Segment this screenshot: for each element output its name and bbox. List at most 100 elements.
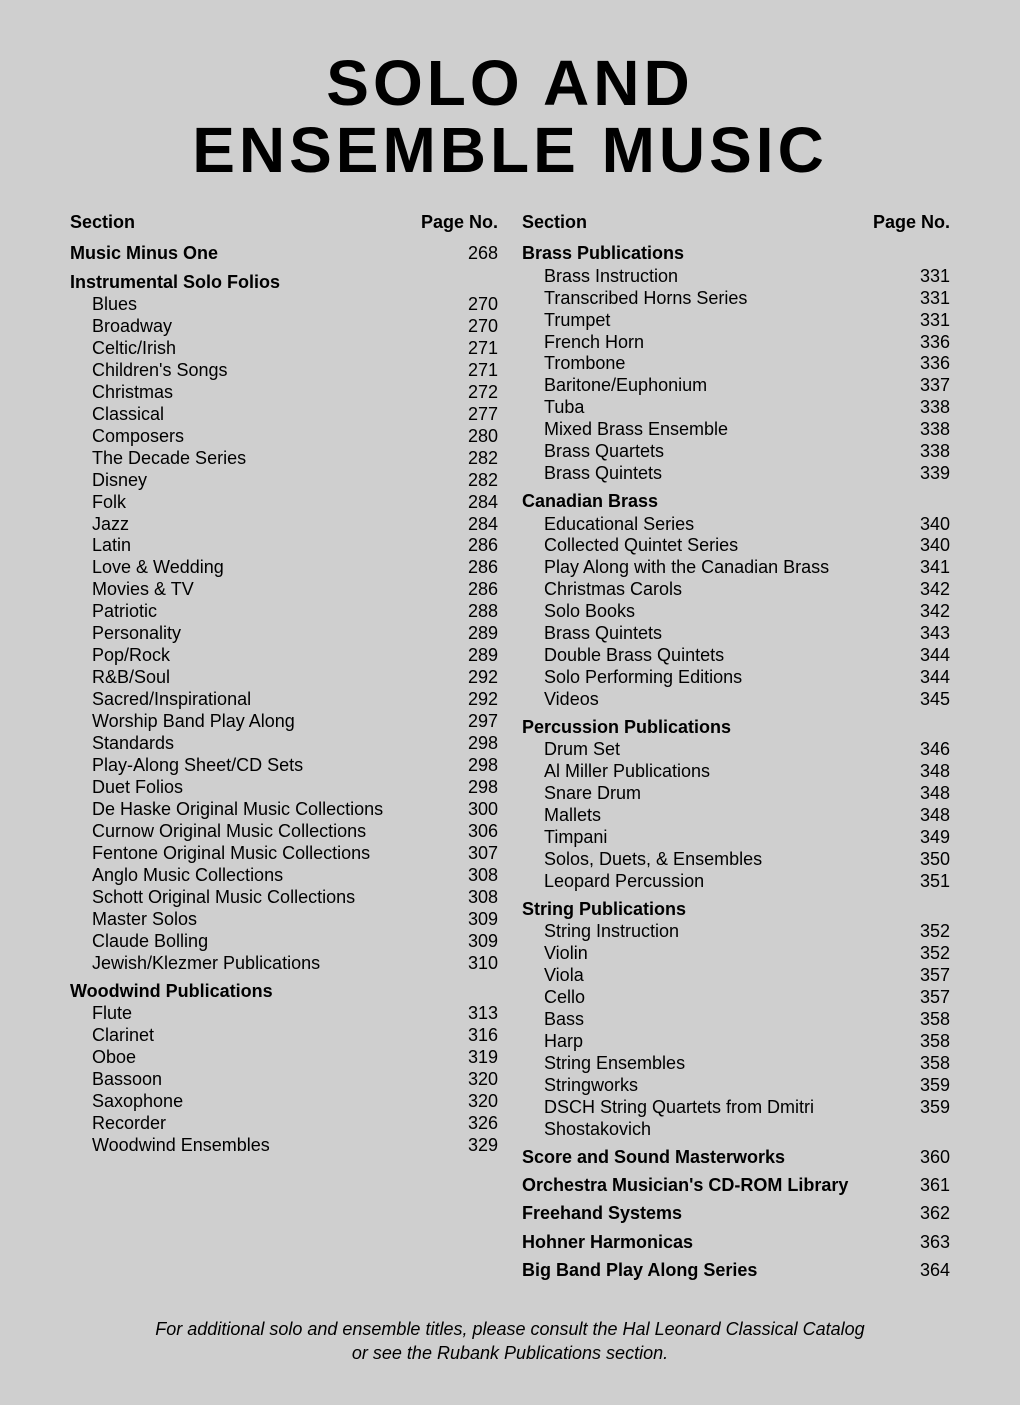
toc-item: Pop/Rock289 bbox=[70, 645, 498, 667]
toc-section-label: Brass Publications bbox=[522, 241, 684, 265]
toc-page-number: 308 bbox=[448, 887, 498, 909]
toc-item-label: Recorder bbox=[92, 1113, 448, 1135]
toc-page-number bbox=[448, 270, 498, 294]
toc-item-label: Play-Along Sheet/CD Sets bbox=[92, 755, 448, 777]
toc-page-number: 340 bbox=[900, 535, 950, 557]
footnote-line1: For additional solo and ensemble titles,… bbox=[70, 1318, 950, 1341]
toc-item: Brass Quartets338 bbox=[522, 441, 950, 463]
toc-item: Master Solos309 bbox=[70, 909, 498, 931]
toc-item: String Ensembles358 bbox=[522, 1053, 950, 1075]
toc-item: Curnow Original Music Collections306 bbox=[70, 821, 498, 843]
toc-item-label: Trombone bbox=[544, 353, 900, 375]
toc-item-label: Woodwind Ensembles bbox=[92, 1135, 448, 1157]
toc-item: Oboe319 bbox=[70, 1047, 498, 1069]
toc-page-number: 280 bbox=[448, 426, 498, 448]
toc-page-number bbox=[900, 715, 950, 739]
toc-item-label: Tuba bbox=[544, 397, 900, 419]
toc-page-number: 319 bbox=[448, 1047, 498, 1069]
toc-page-number: 342 bbox=[900, 579, 950, 601]
toc-page-number: 277 bbox=[448, 404, 498, 426]
toc-item: Duet Folios298 bbox=[70, 777, 498, 799]
toc-page-number: 362 bbox=[900, 1201, 950, 1225]
toc-columns: Section Page No. Music Minus One268Instr… bbox=[70, 212, 950, 1282]
toc-item: Christmas Carols342 bbox=[522, 579, 950, 601]
toc-item-label: Collected Quintet Series bbox=[544, 535, 900, 557]
toc-item-label: Jewish/Klezmer Publications bbox=[92, 953, 448, 975]
toc-page-number: 340 bbox=[900, 514, 950, 536]
toc-page-number: 339 bbox=[900, 463, 950, 485]
toc-item: Trombone336 bbox=[522, 353, 950, 375]
toc-item: De Haske Original Music Collections300 bbox=[70, 799, 498, 821]
toc-page-number: 320 bbox=[448, 1069, 498, 1091]
toc-page-number: 359 bbox=[900, 1075, 950, 1097]
toc-page-number: 344 bbox=[900, 667, 950, 689]
toc-item: Composers280 bbox=[70, 426, 498, 448]
toc-page-number: 361 bbox=[900, 1173, 950, 1197]
toc-item-label: Play Along with the Canadian Brass bbox=[544, 557, 900, 579]
toc-section-label: Hohner Harmonicas bbox=[522, 1230, 693, 1254]
toc-item-label: Brass Quintets bbox=[544, 463, 900, 485]
toc-page-number: 307 bbox=[448, 843, 498, 865]
toc-item-label: Brass Quintets bbox=[544, 623, 900, 645]
toc-item-label: Solo Performing Editions bbox=[544, 667, 900, 689]
toc-section: Music Minus One268 bbox=[70, 241, 498, 265]
toc-item: Latin286 bbox=[70, 535, 498, 557]
toc-page-number: 331 bbox=[900, 288, 950, 310]
toc-item: Al Miller Publications348 bbox=[522, 761, 950, 783]
toc-item: Folk284 bbox=[70, 492, 498, 514]
toc-page-number: 338 bbox=[900, 397, 950, 419]
toc-item-label: Pop/Rock bbox=[92, 645, 448, 667]
toc-item: String Instruction352 bbox=[522, 921, 950, 943]
toc-page-number: 352 bbox=[900, 943, 950, 965]
toc-item-label: Worship Band Play Along bbox=[92, 711, 448, 733]
toc-item: Disney282 bbox=[70, 470, 498, 492]
toc-item-label: Flute bbox=[92, 1003, 448, 1025]
toc-item: Timpani349 bbox=[522, 827, 950, 849]
toc-item-label: Latin bbox=[92, 535, 448, 557]
toc-item: Videos345 bbox=[522, 689, 950, 711]
toc-page-number: 348 bbox=[900, 761, 950, 783]
toc-item: Double Brass Quintets344 bbox=[522, 645, 950, 667]
toc-item: Flute313 bbox=[70, 1003, 498, 1025]
toc-page-number: 288 bbox=[448, 601, 498, 623]
toc-section-label: Freehand Systems bbox=[522, 1201, 682, 1225]
title-line2: ENSEMBLE MUSIC bbox=[70, 117, 950, 184]
toc-item-label: Solos, Duets, & Ensembles bbox=[544, 849, 900, 871]
toc-item: Transcribed Horns Series331 bbox=[522, 288, 950, 310]
toc-item-label: Disney bbox=[92, 470, 448, 492]
toc-item-label: DSCH String Quartets from Dmitri Shostak… bbox=[544, 1097, 900, 1141]
toc-page-number: 357 bbox=[900, 965, 950, 987]
toc-page-number: 320 bbox=[448, 1091, 498, 1113]
toc-item: Cello357 bbox=[522, 987, 950, 1009]
toc-page-number: 316 bbox=[448, 1025, 498, 1047]
footnote-line2: or see the Rubank Publications section. bbox=[70, 1342, 950, 1365]
toc-item: Brass Instruction331 bbox=[522, 266, 950, 288]
toc-item: Brass Quintets339 bbox=[522, 463, 950, 485]
toc-page-number: 338 bbox=[900, 419, 950, 441]
toc-page-number: 345 bbox=[900, 689, 950, 711]
toc-page-number: 341 bbox=[900, 557, 950, 579]
header-page-label: Page No. bbox=[873, 212, 950, 233]
toc-page-number: 348 bbox=[900, 783, 950, 805]
toc-item: Children's Songs271 bbox=[70, 360, 498, 382]
toc-item-label: Mixed Brass Ensemble bbox=[544, 419, 900, 441]
toc-item-label: Sacred/Inspirational bbox=[92, 689, 448, 711]
toc-item-label: Snare Drum bbox=[544, 783, 900, 805]
toc-page-number: 329 bbox=[448, 1135, 498, 1157]
toc-item-label: Blues bbox=[92, 294, 448, 316]
toc-item: Play Along with the Canadian Brass341 bbox=[522, 557, 950, 579]
toc-item-label: Claude Bolling bbox=[92, 931, 448, 953]
header-section-label: Section bbox=[70, 212, 135, 233]
toc-section: Freehand Systems 362 bbox=[522, 1201, 950, 1225]
toc-item-label: Duet Folios bbox=[92, 777, 448, 799]
toc-section: String Publications bbox=[522, 897, 950, 921]
toc-page-number: 357 bbox=[900, 987, 950, 1009]
toc-item-label: Christmas Carols bbox=[544, 579, 900, 601]
toc-page-number: 359 bbox=[900, 1097, 950, 1141]
toc-page-number: 298 bbox=[448, 777, 498, 799]
toc-item: Blues270 bbox=[70, 294, 498, 316]
toc-item: Snare Drum348 bbox=[522, 783, 950, 805]
toc-page-number: 336 bbox=[900, 353, 950, 375]
toc-page-number: 309 bbox=[448, 909, 498, 931]
toc-item: Tuba338 bbox=[522, 397, 950, 419]
